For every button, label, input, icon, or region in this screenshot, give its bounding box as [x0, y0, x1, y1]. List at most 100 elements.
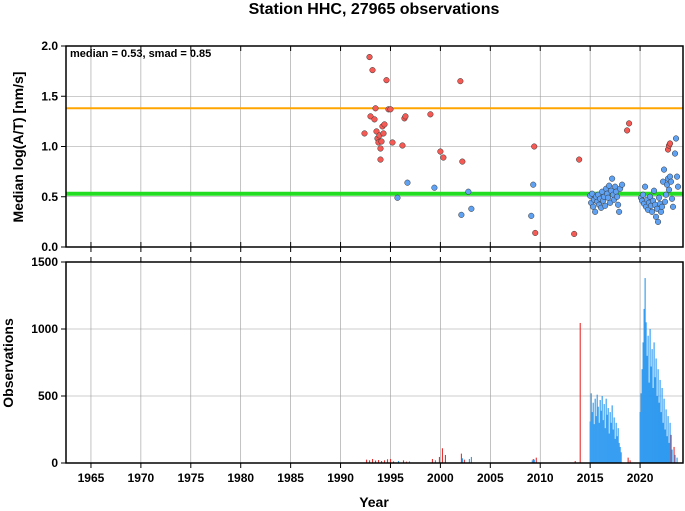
x-tick-label: 1965 [78, 471, 105, 485]
top-y-tick-label: 1.0 [41, 140, 58, 154]
blue-data-point [654, 218, 662, 225]
red-observation-bar [372, 458, 374, 463]
x-tick-label: 1970 [128, 471, 155, 485]
red-data-point [532, 229, 539, 236]
blue-observation-bar [658, 402, 660, 463]
red-observation-bar [392, 461, 395, 463]
blue-observation-bar [397, 460, 400, 463]
red-observation-bar [383, 460, 386, 463]
blue-data-point [394, 194, 401, 201]
blue-data-point [609, 175, 616, 182]
blue-data-point [602, 202, 609, 209]
median-smad-annotation: median = 0.53, smad = 0.85 [70, 48, 211, 60]
blue-data-point [661, 198, 669, 205]
blue-data-point [667, 178, 675, 185]
blue-observation-bar [596, 394, 598, 463]
blue-observation-bar [663, 398, 665, 463]
red-observation-bar [438, 456, 440, 463]
blue-observation-bar [470, 456, 472, 463]
blue-observation-bar [652, 387, 654, 463]
observation-bars [366, 278, 678, 463]
red-observation-bar [670, 434, 672, 463]
chart-title: Station HHC, 27965 observations [249, 1, 500, 18]
red-observation-bar [444, 454, 446, 463]
red-observation-bar [386, 459, 389, 463]
x-tick-label: 1975 [177, 471, 204, 485]
top-y-tick-label: 0.0 [41, 240, 58, 254]
blue-data-point [465, 188, 472, 195]
top-gridlines [66, 45, 683, 248]
top-panel: 0.0 0.5 1.0 1.5 2.0 median = 0.53, smad = 0.… [10, 39, 684, 254]
red-observation-bar [402, 460, 405, 463]
blue-observation-bar [664, 429, 666, 463]
blue-observation-bar [656, 396, 658, 463]
blue-data-point [652, 213, 660, 220]
blue-data-point [615, 201, 622, 208]
red-observation-bar [431, 458, 434, 463]
blue-observation-bar [612, 429, 614, 463]
bottom-axis-ticks: 1965 1970 1975 1980 1985 1990 1995 2000 2005 2010… [31, 247, 654, 485]
red-data-point [383, 77, 390, 84]
blue-observation-bar [599, 400, 601, 463]
x-tick-label: 2020 [627, 471, 654, 485]
red-observation-bar [369, 460, 371, 463]
bottom-panel: 1965 1970 1975 1980 1985 1990 1995 2000 2005 2010… [0, 247, 684, 510]
blue-observation-bar [659, 379, 661, 463]
blue-observation-bar [648, 382, 650, 463]
red-data-point [389, 139, 396, 146]
x-tick-label: 2010 [527, 471, 554, 485]
blue-observation-bar [662, 422, 664, 463]
top-y-axis-label: Median log(A/T) [nm/s] [10, 72, 26, 223]
blue-observation-bar [607, 408, 609, 463]
red-data-point [373, 128, 380, 135]
blue-data-point [458, 211, 465, 218]
red-data-point [666, 140, 674, 147]
red-data-point [576, 156, 583, 163]
red-observation-bar [627, 457, 629, 463]
red-observation-bar [460, 453, 462, 463]
red-observation-bar [380, 460, 383, 463]
blue-observation-bar [651, 349, 653, 463]
blue-observation-bar [434, 460, 437, 463]
blue-data-point [671, 150, 679, 157]
blue-observation-bar [653, 342, 655, 463]
blue-observation-bar [671, 449, 673, 463]
blue-observation-bar [617, 428, 619, 463]
blue-observation-bar [608, 433, 610, 463]
blue-observation-bar [609, 412, 611, 463]
blue-observation-bar [639, 412, 641, 463]
red-data-point [402, 113, 409, 120]
blue-observation-bar [598, 422, 600, 463]
blue-observation-bar [674, 454, 676, 463]
blue-observation-bar [613, 417, 615, 463]
red-observation-bar [532, 458, 534, 463]
blue-observation-bar [650, 366, 652, 463]
blue-data-point [431, 184, 438, 191]
blue-data-point [528, 212, 535, 219]
red-data-point [457, 78, 464, 85]
blue-data-point [616, 208, 623, 215]
x-tick-label: 2000 [427, 471, 454, 485]
top-y-tick-label: 0.5 [41, 190, 58, 204]
blue-data-point [649, 208, 656, 215]
blue-data-point [650, 187, 658, 194]
blue-observation-bar [601, 396, 603, 463]
blue-data-point [530, 181, 537, 188]
red-data-point [369, 67, 376, 74]
blue-data-point [619, 181, 626, 188]
blue-observation-bar [604, 428, 606, 463]
red-data-point [531, 143, 538, 150]
blue-observation-bar [600, 410, 602, 463]
blue-data-point [657, 208, 665, 215]
blue-data-point [589, 190, 596, 197]
red-data-point [427, 111, 434, 118]
bottom-y-tick-label: 1000 [31, 322, 58, 336]
red-data-point [371, 116, 378, 123]
red-data-point [399, 142, 406, 149]
blue-observation-bar [620, 452, 622, 463]
blue-observation-bar [668, 442, 670, 463]
blue-data-point [668, 195, 676, 202]
blue-data-point [660, 166, 668, 173]
bottom-plot-frame [65, 261, 684, 464]
